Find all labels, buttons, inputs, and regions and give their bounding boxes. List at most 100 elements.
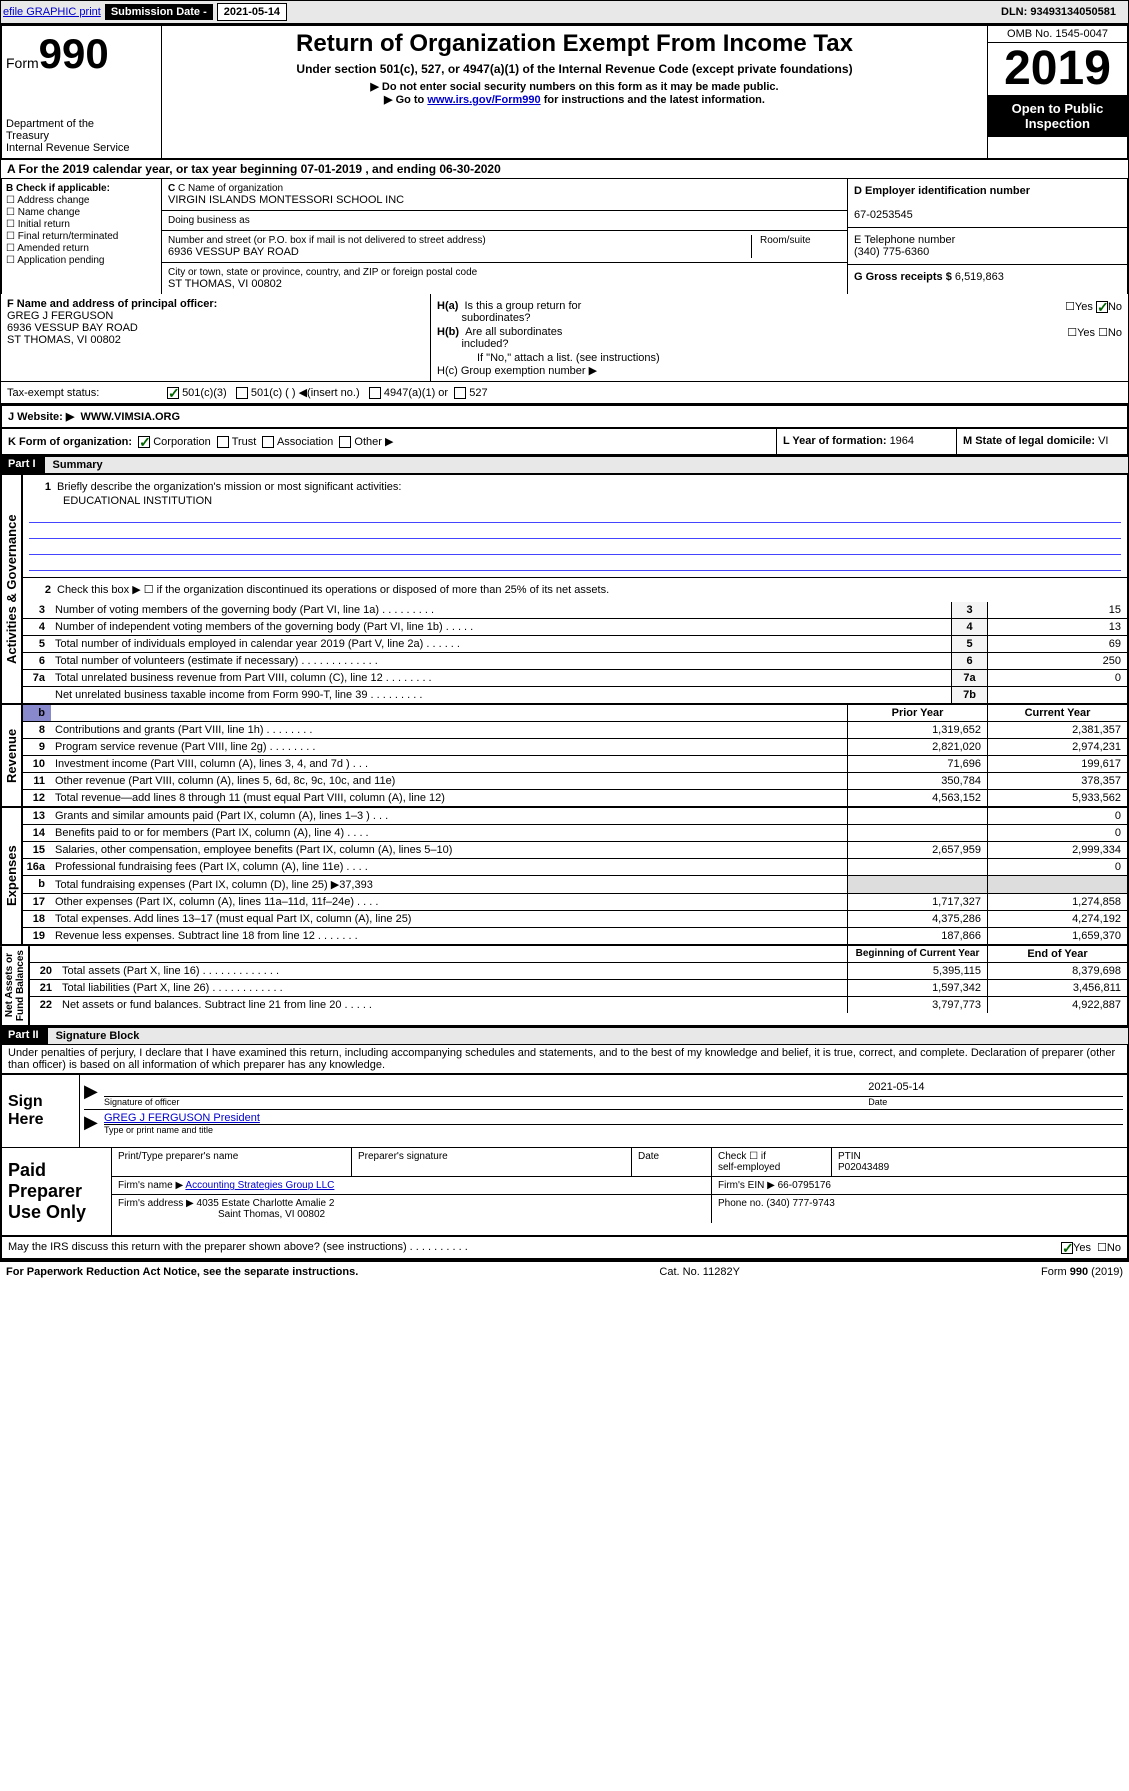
hdr-begin: Beginning of Current Year <box>847 946 987 962</box>
addr-street: 6936 VESSUP BAY ROAD <box>168 246 751 258</box>
chk-amended[interactable]: ☐ Amended return <box>6 243 157 254</box>
chk-other[interactable] <box>339 436 351 448</box>
vlabel-expenses: Expenses <box>0 808 23 944</box>
part2-title: Signature Block <box>47 1027 1129 1045</box>
website-row: J Website: ▶ WWW.VIMSIA.ORG <box>0 404 1129 429</box>
addr-label: Number and street (or P.O. box if mail i… <box>168 235 751 246</box>
chk-app-pending[interactable]: ☐ Application pending <box>6 255 157 266</box>
h-c-label: H(c) Group exemption number ▶ <box>437 364 1122 377</box>
note-ssn: ▶ Do not enter social security numbers o… <box>170 80 979 93</box>
discuss-answer[interactable]: Yes ☐No <box>1061 1241 1121 1254</box>
discuss-row: May the IRS discuss this return with the… <box>0 1237 1129 1260</box>
col-headers-rev: b Prior Year Current Year <box>23 705 1127 722</box>
officer-name: GREG J FERGUSON <box>7 310 113 322</box>
form-word: Form <box>6 55 39 71</box>
phone-label: E Telephone number <box>854 234 955 246</box>
hdr-prior: Prior Year <box>847 705 987 721</box>
table-row: 5Total number of individuals employed in… <box>23 636 1127 653</box>
chk-name-change[interactable]: ☐ Name change <box>6 207 157 218</box>
ein-label: D Employer identification number <box>854 185 1030 197</box>
table-row: 16aProfessional fundraising fees (Part I… <box>23 859 1127 876</box>
print-label: Print/Type preparer's name <box>112 1148 352 1176</box>
table-row: 9Program service revenue (Part VIII, lin… <box>23 739 1127 756</box>
f-cell: F Name and address of principal officer:… <box>1 294 431 381</box>
table-row: 11Other revenue (Part VIII, column (A), … <box>23 773 1127 790</box>
footer-left: For Paperwork Reduction Act Notice, see … <box>6 1266 358 1278</box>
sig-date: 2021-05-14 <box>868 1081 1123 1097</box>
prep-date-label: Date <box>632 1148 712 1176</box>
h-a-answer[interactable]: ☐Yes No <box>1065 300 1122 324</box>
arrow-icon: ▶ <box>84 1112 104 1135</box>
table-row: 8Contributions and grants (Part VIII, li… <box>23 722 1127 739</box>
table-row: 14Benefits paid to or for members (Part … <box>23 825 1127 842</box>
hdr-end: End of Year <box>987 946 1127 962</box>
table-row: 18Total expenses. Add lines 13–17 (must … <box>23 911 1127 928</box>
table-row: bTotal fundraising expenses (Part IX, co… <box>23 876 1127 894</box>
table-row: 15Salaries, other compensation, employee… <box>23 842 1127 859</box>
form-number: 990 <box>39 30 109 77</box>
chk-initial-return[interactable]: ☐ Initial return <box>6 219 157 230</box>
perjury-text: Under penalties of perjury, I declare th… <box>0 1045 1129 1073</box>
column-b: B Check if applicable: ☐ Address change … <box>2 179 162 294</box>
chk-assoc[interactable] <box>262 436 274 448</box>
table-row: 12Total revenue—add lines 8 through 11 (… <box>23 790 1127 806</box>
table-row: 19Revenue less expenses. Subtract line 1… <box>23 928 1127 944</box>
h-b-note: If "No," attach a list. (see instruction… <box>437 352 1122 364</box>
part1: Part ISummary Activities & Governance 1B… <box>0 456 1129 1027</box>
chk-address-change[interactable]: ☐ Address change <box>6 195 157 206</box>
header-bar: efile GRAPHIC print Submission Date - 20… <box>0 0 1129 24</box>
org-name: VIRGIN ISLANDS MONTESSORI SCHOOL INC <box>168 194 841 206</box>
table-row: 22Net assets or fund balances. Subtract … <box>30 997 1127 1013</box>
col-headers-na: Beginning of Current Year End of Year <box>30 946 1127 963</box>
sig-date-label: Date <box>868 1097 1123 1107</box>
table-row: 4Number of independent voting members of… <box>23 619 1127 636</box>
h-a-label: H(a) Is this a group return for subordin… <box>437 300 581 324</box>
table-row: 10Investment income (Part VIII, column (… <box>23 756 1127 773</box>
h-b-label: H(b) Are all subordinates included? <box>437 326 562 350</box>
table-row: 20Total assets (Part X, line 16) . . . .… <box>30 963 1127 980</box>
expenses-section: Expenses 13Grants and similar amounts pa… <box>0 806 1129 944</box>
table-row: 7aTotal unrelated business revenue from … <box>23 670 1127 687</box>
title-cell: Return of Organization Exempt From Incom… <box>162 26 987 158</box>
tax-year: 2019 <box>988 43 1127 95</box>
vlabel-netassets: Net Assets orFund Balances <box>0 946 30 1025</box>
chk-501c[interactable] <box>236 387 248 399</box>
submission-date: 2021-05-14 <box>217 3 287 21</box>
sig-name[interactable]: GREG J FERGUSON President <box>104 1112 1123 1125</box>
tax-status-label: Tax-exempt status: <box>7 387 167 399</box>
ptin-cell: PTINP02043489 <box>832 1148 1127 1176</box>
chk-501c3[interactable] <box>167 387 179 399</box>
self-emp-label[interactable]: Check ☐ ifself-employed <box>712 1148 832 1176</box>
row-a-tax-year: A For the 2019 calendar year, or tax yea… <box>0 160 1129 179</box>
chk-4947[interactable] <box>369 387 381 399</box>
efile-link[interactable]: efile GRAPHIC print <box>3 6 101 18</box>
table-row: 6Total number of volunteers (estimate if… <box>23 653 1127 670</box>
prep-sig-label: Preparer's signature <box>352 1148 632 1176</box>
table-row: Net unrelated business taxable income fr… <box>23 687 1127 703</box>
submission-date-label: Submission Date - <box>105 4 213 20</box>
h-cell: H(a) Is this a group return for subordin… <box>431 294 1128 381</box>
h-b-answer[interactable]: ☐Yes ☐No <box>1067 326 1122 350</box>
note-link: ▶ Go to www.irs.gov/Form990 for instruct… <box>170 93 979 106</box>
firm-phone-cell: Phone no. (340) 777-9743 <box>712 1195 1127 1223</box>
part1-hdr: Part I <box>0 456 44 474</box>
part2-hdr: Part II <box>0 1027 47 1045</box>
dba-label: Doing business as <box>168 215 841 226</box>
k-cell: K Form of organization: Corporation Trus… <box>2 429 777 454</box>
tax-status-row: Tax-exempt status: 501(c)(3) 501(c) ( ) … <box>0 382 1129 404</box>
l-cell: L Year of formation: 1964 <box>777 429 957 454</box>
city-val: ST THOMAS, VI 00802 <box>168 278 841 290</box>
line1-text: Briefly describe the organization's miss… <box>57 481 401 493</box>
chk-trust[interactable] <box>217 436 229 448</box>
irs-link[interactable]: www.irs.gov/Form990 <box>427 94 540 106</box>
gross-value: 6,519,863 <box>955 271 1004 283</box>
org-name-label: C C Name of organization <box>168 183 841 194</box>
mission-text: EDUCATIONAL INSTITUTION <box>29 495 212 507</box>
chk-527[interactable] <box>454 387 466 399</box>
footer-right: Form 990 (2019) <box>1041 1266 1123 1278</box>
chk-corp[interactable] <box>138 436 150 448</box>
footer: For Paperwork Reduction Act Notice, see … <box>0 1260 1129 1282</box>
firm-name-cell: Firm's name ▶ Accounting Strategies Grou… <box>112 1177 712 1194</box>
chk-final-return[interactable]: ☐ Final return/terminated <box>6 231 157 242</box>
open-public: Open to PublicInspection <box>988 95 1127 137</box>
